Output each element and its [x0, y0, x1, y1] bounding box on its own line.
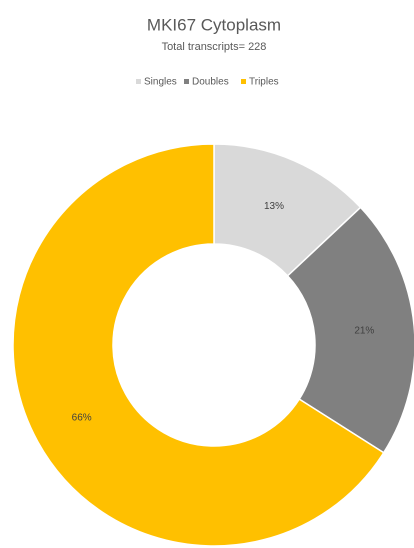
legend: Singles Doubles Triples [136, 77, 279, 88]
legend-swatch [241, 79, 246, 84]
legend-label: Triples [249, 77, 279, 88]
data-label: 13% [264, 201, 284, 212]
data-label: 21% [354, 325, 374, 336]
legend-swatch [184, 79, 189, 84]
legend-label: Singles [144, 77, 177, 88]
donut-slice [286, 206, 414, 454]
chart-subtitle: Total transcripts= 228 [162, 41, 267, 53]
legend-label: Doubles [192, 77, 229, 88]
data-label: 66% [72, 412, 92, 423]
legend-swatch [136, 79, 141, 84]
donut-slice [12, 143, 385, 547]
chart-title: MKI67 Cytoplasm [147, 15, 281, 34]
